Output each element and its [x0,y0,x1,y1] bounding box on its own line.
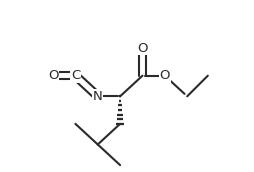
Text: N: N [93,90,103,103]
Text: C: C [71,69,80,82]
Text: O: O [48,69,58,82]
Text: O: O [160,69,170,82]
Text: O: O [137,42,148,55]
